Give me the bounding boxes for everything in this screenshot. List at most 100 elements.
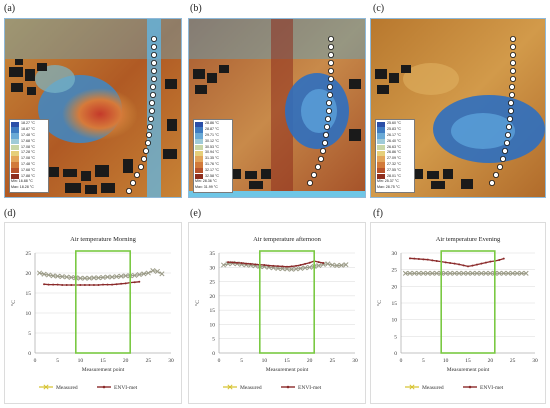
- legend-envimet-label: ENVI-met: [480, 385, 504, 391]
- measured-point-b: [307, 264, 313, 270]
- measured-point-b: [420, 270, 426, 276]
- measured-point: [452, 270, 458, 276]
- legend-measured-label: Measured: [56, 385, 78, 391]
- legend-measured-marker: [227, 384, 233, 390]
- measured-point: [338, 262, 344, 268]
- legend-envimet: ENVI-met: [97, 385, 138, 391]
- envimet-point: [295, 264, 298, 267]
- measured-point-b: [279, 266, 286, 272]
- measured-point-b: [465, 270, 471, 276]
- measured-point: [523, 270, 529, 276]
- measured-point: [443, 270, 449, 276]
- measured-point-b: [496, 270, 502, 276]
- measured-point-b: [141, 271, 147, 277]
- envimet-point: [281, 265, 284, 268]
- measured-point: [275, 265, 281, 271]
- y-tick-label: 15: [210, 308, 216, 314]
- measured-point: [519, 270, 525, 276]
- measured-point: [298, 265, 304, 271]
- envimet-point: [79, 284, 82, 286]
- envimet-point: [489, 260, 492, 263]
- panel-label-f: (f): [373, 208, 383, 219]
- envimet-point: [249, 262, 252, 265]
- envimet-point: [106, 283, 109, 286]
- legend-envimet-label: ENVI-met: [114, 385, 138, 391]
- y-tick-label: 15: [392, 301, 398, 307]
- measured-point-b: [411, 270, 417, 276]
- y-tick-label: 25: [210, 280, 216, 286]
- measured-point: [425, 270, 431, 276]
- x-tick-label: 25: [146, 358, 152, 364]
- x-tick-label: 5: [240, 358, 243, 364]
- series-line-measured: [223, 262, 346, 270]
- x-tick-label: 5: [422, 358, 425, 364]
- y-tick-label: 35: [210, 251, 216, 257]
- measured-point-b: [95, 275, 102, 281]
- measured-point-b: [514, 270, 520, 276]
- envimet-point: [254, 263, 257, 266]
- measured-point: [68, 274, 74, 280]
- envimet-point: [245, 262, 248, 265]
- envimet-point: [65, 284, 68, 286]
- legend-envimet-marker: [102, 385, 106, 389]
- series-line-envimet: [409, 257, 504, 267]
- measured-point-b: [429, 270, 435, 276]
- measured-point-b: [469, 270, 476, 276]
- measured-point-b: [329, 262, 335, 268]
- measured-point-b: [302, 265, 308, 271]
- envimet-point: [240, 262, 243, 264]
- envimet-point: [83, 284, 86, 286]
- envimet-point: [417, 258, 420, 260]
- measured-point: [284, 266, 290, 272]
- envimet-point: [435, 260, 438, 262]
- simulation-map-afternoon: 28.86 °C 28.87 °C 29.71 °C 30.12 °C 30.5…: [188, 18, 366, 198]
- y-tick-label: 0: [394, 351, 397, 357]
- x-tick-label: 0: [218, 358, 221, 364]
- envimet-point: [480, 262, 483, 265]
- measured-point: [474, 270, 480, 276]
- measured-point-b: [77, 275, 83, 281]
- measured-point: [483, 270, 489, 276]
- measured-point: [36, 270, 43, 276]
- measured-point-b: [288, 266, 295, 272]
- measured-point: [104, 274, 111, 280]
- chart-title: Air temperature Morning: [70, 236, 136, 243]
- envimet-point: [458, 263, 461, 266]
- chart-morning: Air temperature Morning 0 5 10 15 20 25 0 5 10 15 2…: [4, 222, 182, 404]
- chart-title: Air temperature Evening: [436, 236, 501, 243]
- simulation-map-morning: 18.27 °C 18.87 °C 17.48 °C 17.68 °C 17.0…: [4, 18, 182, 198]
- legend-measured: Measured: [405, 384, 444, 391]
- measured-point: [411, 270, 417, 276]
- y-tick-label: 30: [210, 265, 216, 271]
- measured-point-b: [334, 263, 340, 269]
- highlight-rectangle: [75, 250, 132, 354]
- measured-point: [510, 270, 516, 276]
- envimet-point: [498, 259, 501, 261]
- measured-point-b: [501, 270, 507, 276]
- measured-point-b: [114, 274, 120, 280]
- chart-morning-svg: Air temperature Morning 0 5 10 15 20 25 0 5 10 15 2…: [10, 236, 174, 391]
- legend-measured-label: Measured: [240, 385, 262, 391]
- measured-point: [316, 263, 322, 269]
- x-tick-label: 5: [56, 358, 59, 364]
- measured-point: [132, 272, 138, 278]
- measured-point-b: [510, 270, 516, 276]
- measured-point: [456, 270, 462, 276]
- measured-point-b: [320, 261, 326, 267]
- measured-point: [41, 271, 47, 277]
- series-line-envimet: [44, 281, 140, 286]
- envimet-point: [322, 262, 325, 264]
- envimet-point: [276, 265, 279, 268]
- map-c-min: Min: 25.37 °C: [377, 179, 399, 184]
- series-line-envimet: [228, 260, 324, 268]
- measured-point: [496, 270, 502, 276]
- envimet-point: [471, 264, 474, 267]
- envimet-point: [102, 283, 104, 286]
- x-tick-label: 0: [34, 358, 37, 364]
- measured-point-b: [50, 273, 56, 279]
- measured-point: [447, 270, 453, 276]
- measured-point-b: [159, 271, 165, 277]
- envimet-point: [286, 265, 288, 268]
- map-c-legend: 25.60 °C 25.83 °C 26.17 °C 26.40 °C 26.6…: [375, 119, 415, 193]
- envimet-point: [236, 261, 239, 264]
